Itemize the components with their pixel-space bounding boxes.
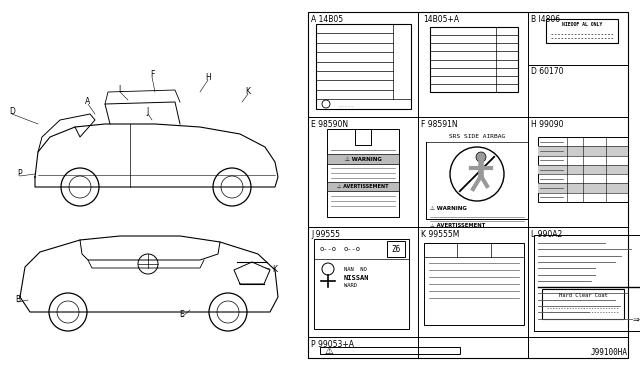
Text: J: J	[147, 107, 149, 116]
Text: J99100HA: J99100HA	[591, 348, 628, 357]
Text: ⚠ AVERTISSEMENT: ⚠ AVERTISSEMENT	[430, 223, 485, 228]
Text: F: F	[150, 70, 154, 79]
Text: D 60170: D 60170	[531, 67, 563, 77]
Bar	[327, 129, 399, 217]
Bar	[308, 12, 628, 358]
Bar	[538, 137, 628, 202]
Bar	[534, 235, 640, 331]
Text: SRS SIDE AIRBAG: SRS SIDE AIRBAG	[449, 134, 505, 139]
Text: L: L	[118, 85, 122, 94]
Bar	[314, 239, 409, 329]
Bar	[538, 183, 628, 193]
Bar	[387, 241, 405, 257]
Text: ⚠ WARNING: ⚠ WARNING	[344, 157, 381, 162]
Text: NISSAN: NISSAN	[344, 275, 369, 281]
Text: F 98591N: F 98591N	[421, 120, 458, 129]
Text: ⚠: ⚠	[325, 346, 333, 356]
Text: A 14B05: A 14B05	[311, 15, 343, 24]
Text: Hard Clear Coat: Hard Clear Coat	[559, 293, 607, 298]
Text: K: K	[246, 87, 250, 96]
Text: NIEOOF AL ONLY: NIEOOF AL ONLY	[562, 22, 602, 28]
Text: B: B	[15, 295, 20, 304]
Text: D: D	[9, 107, 15, 116]
Bar	[542, 289, 624, 319]
Text: o--o: o--o	[319, 246, 336, 252]
Bar	[546, 19, 618, 42]
Text: B l4806: B l4806	[531, 15, 560, 24]
Text: H 99090: H 99090	[531, 120, 563, 129]
Bar	[538, 165, 628, 174]
Text: P 99053+A: P 99053+A	[311, 340, 354, 349]
Text: P: P	[18, 169, 22, 178]
Text: _ _ _ _ _: _ _ _ _ _	[338, 102, 354, 106]
Circle shape	[476, 152, 486, 162]
Bar	[320, 347, 460, 354]
Text: K: K	[272, 264, 277, 273]
Text: ⚠ WARNING: ⚠ WARNING	[430, 206, 467, 211]
Text: ⇒: ⇒	[632, 315, 639, 324]
Text: J 99555: J 99555	[311, 230, 340, 239]
Bar	[355, 129, 371, 145]
Text: ⚠ AVERTISSEMENT: ⚠ AVERTISSEMENT	[337, 184, 388, 189]
Bar	[426, 131, 528, 219]
Bar	[426, 131, 528, 142]
Text: E: E	[180, 310, 184, 319]
Bar	[430, 27, 518, 92]
Text: E 98590N: E 98590N	[311, 120, 348, 129]
Bar	[424, 243, 524, 325]
Text: WARD: WARD	[344, 283, 357, 288]
Bar	[316, 24, 411, 109]
Text: Z6: Z6	[392, 244, 401, 253]
Bar	[327, 154, 399, 164]
Text: L 990A2: L 990A2	[531, 230, 563, 239]
Text: NAN  NO: NAN NO	[344, 267, 367, 272]
Text: A: A	[85, 97, 91, 106]
Text: K 99555M: K 99555M	[421, 230, 460, 239]
Text: 14B05+A: 14B05+A	[423, 15, 459, 24]
Bar	[538, 146, 628, 155]
Text: H: H	[205, 73, 211, 82]
Bar	[327, 182, 399, 190]
Bar	[356, 130, 370, 144]
Text: o--o: o--o	[344, 246, 361, 252]
